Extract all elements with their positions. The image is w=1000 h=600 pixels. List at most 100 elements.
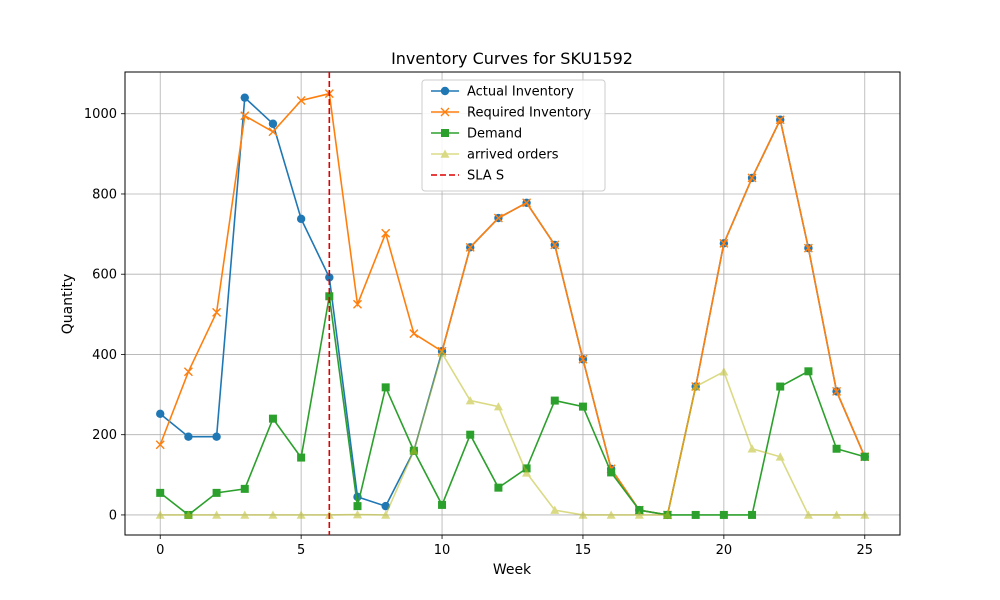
actual-inventory-point xyxy=(184,432,193,441)
demand-point xyxy=(748,510,757,519)
legend-marker-required-inventory xyxy=(440,107,450,117)
demand-point xyxy=(268,414,277,423)
arrived-orders-point xyxy=(860,510,870,519)
required-inventory-point xyxy=(381,228,391,238)
required-inventory-point xyxy=(832,386,842,396)
arrived-orders-point xyxy=(240,510,250,519)
demand-point xyxy=(578,402,587,411)
arrived-orders-point xyxy=(409,446,419,455)
x-axis-label: Week xyxy=(493,562,532,578)
x-tick-label: 20 xyxy=(716,543,733,558)
demand-point xyxy=(860,452,869,461)
arrived-orders-series xyxy=(155,348,870,519)
demand-point xyxy=(212,488,221,497)
legend-label-required-inventory: Required Inventory xyxy=(467,106,591,121)
y-tick-label: 200 xyxy=(92,428,117,443)
actual-inventory-point xyxy=(156,409,165,419)
required-inventory-point xyxy=(803,243,813,253)
arrived-orders-point xyxy=(183,510,193,519)
legend-entry-actual-inventory xyxy=(431,86,459,96)
arrived-orders-point xyxy=(437,348,447,358)
required-inventory-point xyxy=(240,111,250,121)
demand-point xyxy=(297,453,306,462)
arrived-orders-point xyxy=(493,402,503,411)
actual-inventory-point xyxy=(268,119,278,128)
required-inventory-point xyxy=(578,354,588,364)
required-inventory-point xyxy=(775,115,785,125)
arrived-orders-point xyxy=(775,452,785,461)
y-axis-label: Quantity xyxy=(60,274,76,335)
required-inventory-point xyxy=(409,329,419,339)
arrived-orders-point xyxy=(832,510,842,519)
demand-point xyxy=(381,383,390,392)
demand-point xyxy=(804,367,813,376)
required-inventory-point xyxy=(747,173,757,183)
demand-point xyxy=(240,484,249,493)
legend-label-demand: Demand xyxy=(467,127,522,142)
demand-line xyxy=(159,296,865,516)
demand-point xyxy=(466,430,475,439)
y-tick-label: 400 xyxy=(92,348,117,363)
y-tick-label: 1000 xyxy=(84,107,117,122)
arrived-orders-point xyxy=(353,510,362,519)
x-tick-label: 15 xyxy=(575,543,592,558)
legend-marker-arrived-orders xyxy=(440,149,450,158)
arrived-orders-point xyxy=(691,382,701,391)
required-inventory-point xyxy=(465,242,475,252)
required-inventory-point xyxy=(296,95,306,105)
actual-inventory-point xyxy=(296,214,306,224)
required-inventory-point xyxy=(493,213,503,223)
actual-inventory-point xyxy=(240,93,249,102)
x-tick-label: 25 xyxy=(856,543,873,558)
arrived-orders-point xyxy=(212,510,222,519)
demand-point xyxy=(607,468,616,477)
legend-marker-demand xyxy=(441,129,449,137)
chart-title: Inventory Curves for SKU1592 xyxy=(391,49,633,68)
arrived-orders-point xyxy=(550,505,560,514)
demand-point xyxy=(832,444,841,453)
legend-label-arrived-orders: arrived orders xyxy=(467,148,559,163)
arrived-orders-point xyxy=(465,396,475,405)
arrived-orders-point xyxy=(747,444,757,453)
demand-point xyxy=(691,510,700,519)
legend: Actual Inventory Required Inventory Demand… xyxy=(421,79,606,192)
arrived-orders-line xyxy=(160,351,865,516)
legend-label-actual-inventory: Actual Inventory xyxy=(467,85,574,100)
legend-entry-required-inventory xyxy=(431,107,459,117)
required-inventory-point xyxy=(183,367,193,377)
legend-box xyxy=(421,79,606,192)
legend-marker-actual-inventory xyxy=(440,86,450,96)
required-inventory-point xyxy=(719,238,729,248)
demand-point xyxy=(353,502,362,511)
x-tick-label: 0 xyxy=(156,543,164,558)
demand-point xyxy=(156,488,165,497)
axes: 0 5 10 15 20 25 0 200 400 600 800 1000 xyxy=(84,71,901,558)
required-inventory-point xyxy=(155,440,165,450)
arrived-orders-point xyxy=(522,468,532,477)
series-layer xyxy=(155,89,870,520)
required-inventory-point xyxy=(550,240,560,250)
demand-point xyxy=(635,506,644,515)
demand-point xyxy=(719,510,728,519)
demand-point xyxy=(550,396,559,405)
arrived-orders-point xyxy=(663,510,672,519)
required-inventory-point xyxy=(353,299,362,309)
legend-label-sla-s: SLA S xyxy=(467,169,504,184)
arrived-orders-point xyxy=(268,510,278,519)
required-inventory-point xyxy=(268,127,278,137)
actual-inventory-point xyxy=(325,273,334,282)
x-tick-label: 10 xyxy=(434,543,451,558)
arrived-orders-point xyxy=(803,510,813,519)
x-tick-label: 5 xyxy=(297,543,305,558)
legend-entry-arrived-orders xyxy=(431,149,459,158)
demand-point xyxy=(494,483,503,492)
demand-point xyxy=(438,500,447,509)
arrived-orders-point xyxy=(296,510,306,519)
legend-entry-demand xyxy=(431,129,459,137)
required-inventory-point xyxy=(522,198,532,208)
actual-inventory-point xyxy=(212,432,221,441)
y-tick-label: 600 xyxy=(92,268,117,283)
demand-point xyxy=(776,382,785,391)
arrived-orders-point xyxy=(578,510,588,519)
